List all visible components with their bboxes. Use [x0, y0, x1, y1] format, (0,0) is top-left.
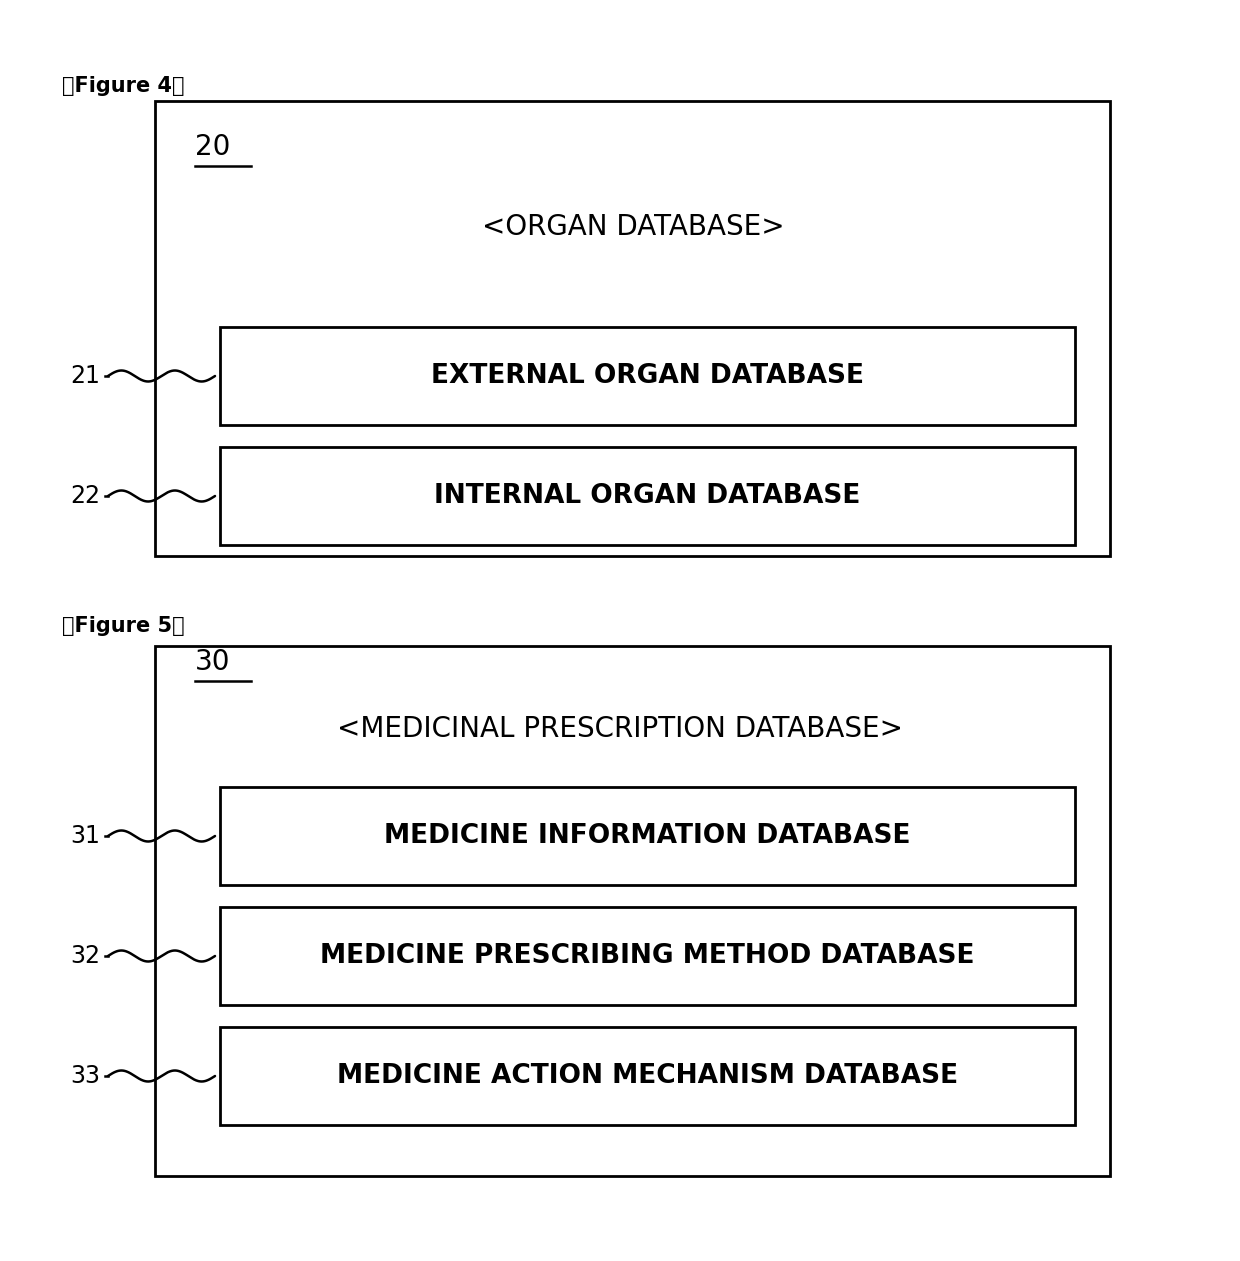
Bar: [219, 1026, 1075, 1125]
Text: MEDICINE PRESCRIBING METHOD DATABASE: MEDICINE PRESCRIBING METHOD DATABASE: [320, 943, 975, 968]
Text: <MEDICINAL PRESCRIPTION DATABASE>: <MEDICINAL PRESCRIPTION DATABASE>: [337, 715, 903, 743]
Bar: [155, 646, 1110, 1177]
Bar: [155, 101, 1110, 556]
Text: 22: 22: [69, 484, 100, 508]
Text: 21: 21: [71, 364, 100, 388]
Text: 32: 32: [69, 944, 100, 968]
Text: 《Figure 5》: 《Figure 5》: [62, 617, 185, 636]
Text: <ORGAN DATABASE>: <ORGAN DATABASE>: [481, 213, 785, 241]
Bar: [219, 327, 1075, 425]
Text: INTERNAL ORGAN DATABASE: INTERNAL ORGAN DATABASE: [434, 483, 861, 509]
Bar: [219, 787, 1075, 885]
Text: MEDICINE INFORMATION DATABASE: MEDICINE INFORMATION DATABASE: [384, 823, 910, 849]
Text: 30: 30: [195, 648, 231, 676]
Text: EXTERNAL ORGAN DATABASE: EXTERNAL ORGAN DATABASE: [432, 363, 864, 388]
Text: 20: 20: [195, 132, 231, 161]
Text: 31: 31: [71, 823, 100, 847]
Text: 《Figure 4》: 《Figure 4》: [62, 76, 185, 96]
Bar: [219, 446, 1075, 545]
Bar: [219, 907, 1075, 1005]
Text: MEDICINE ACTION MECHANISM DATABASE: MEDICINE ACTION MECHANISM DATABASE: [337, 1063, 959, 1090]
Text: 33: 33: [69, 1064, 100, 1088]
